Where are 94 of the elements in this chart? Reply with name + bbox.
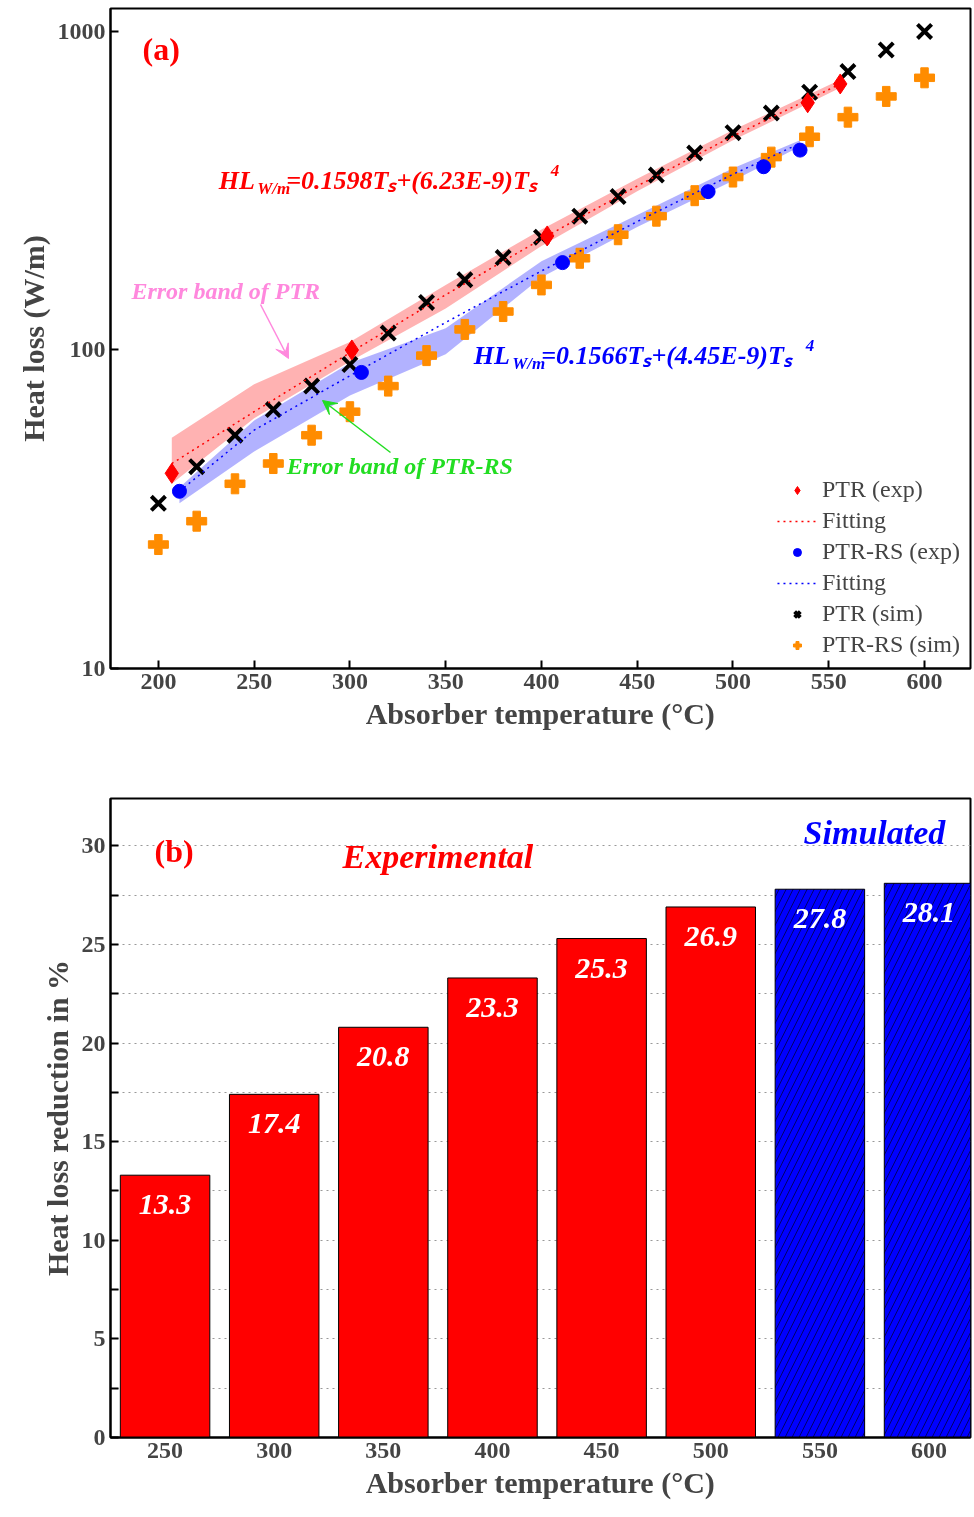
point [570, 207, 589, 226]
x-axis-title: Absorber temperature (°C) [365, 1465, 715, 1500]
x-tick-label: 500 [714, 667, 751, 694]
point [555, 255, 571, 271]
x-tick-label: 400 [474, 1436, 511, 1463]
data-label: 17.4 [247, 1106, 301, 1140]
point [607, 224, 629, 246]
y-tick-label: 0 [93, 1424, 106, 1450]
x-tick-label: 550 [801, 1436, 838, 1463]
y-tick-label: 10 [81, 655, 106, 681]
data-label: 13.3 [138, 1187, 192, 1221]
point [379, 323, 398, 343]
data-label: 25.3 [574, 950, 628, 984]
point [647, 165, 666, 185]
point [800, 83, 819, 102]
x-tick-label: 250 [236, 667, 273, 694]
y-tick-label: 100 [69, 336, 106, 363]
point [454, 318, 476, 340]
legend-label: Fitting [821, 569, 886, 596]
y-tick-label: 30 [81, 832, 106, 859]
x-axis-title: Absorber temperature (°C) [365, 696, 715, 731]
y-tick-label: 1000 [57, 17, 106, 44]
point [756, 159, 772, 175]
point [262, 453, 284, 475]
point [530, 274, 552, 296]
legend-label: PTR (exp) [821, 476, 923, 503]
point [685, 144, 704, 163]
point [339, 401, 361, 423]
point [225, 426, 245, 445]
point [264, 400, 283, 419]
y-axis-title: Heat loss reduction in % [40, 959, 74, 1277]
point [186, 510, 208, 532]
y-tick-label: 20 [81, 1029, 106, 1056]
point [416, 345, 438, 367]
x-tick-label: 400 [523, 667, 560, 694]
x-tick-label: 500 [692, 1436, 729, 1463]
point [700, 184, 716, 200]
data-label: 20.8 [356, 1039, 410, 1073]
point [875, 85, 897, 107]
annotation: Error band of PTR [130, 277, 321, 304]
point [353, 364, 369, 380]
point [609, 187, 628, 206]
point [340, 355, 359, 374]
legend-label: PTR-RS (exp) [821, 538, 960, 565]
point [723, 123, 743, 142]
x-tick-label: 300 [256, 1436, 293, 1463]
point [645, 205, 667, 227]
point [877, 40, 896, 60]
point [799, 126, 821, 148]
y-tick-label: 25 [81, 930, 106, 957]
point [149, 494, 168, 513]
point [915, 22, 934, 41]
x-tick-label: 600 [911, 1436, 948, 1463]
legend-label: PTR (sim) [821, 600, 923, 627]
point [838, 62, 857, 81]
annotation: Error band of PTR-RS [285, 452, 513, 479]
point [837, 106, 859, 128]
x-tick-label: 550 [810, 667, 847, 694]
point [494, 248, 513, 267]
x-tick-label: 250 [147, 1436, 184, 1463]
y-tick-label: 5 [93, 1325, 106, 1352]
data-label: 23.3 [465, 989, 519, 1023]
point [377, 375, 399, 397]
data-label: 26.9 [683, 918, 737, 952]
x-tick-label: 200 [140, 667, 177, 694]
x-tick-label: 300 [331, 667, 368, 694]
legend-label: Fitting [821, 507, 886, 534]
annotation: (a) [142, 30, 180, 67]
point [492, 301, 514, 323]
point [792, 142, 808, 158]
y-tick-label: 15 [81, 1128, 106, 1155]
point [914, 67, 936, 89]
point [301, 424, 323, 446]
point [722, 166, 744, 188]
point [171, 483, 187, 499]
x-tick-label: 600 [906, 667, 943, 694]
y-axis-title: Heat loss (W/m) [16, 235, 51, 442]
point [762, 104, 781, 123]
x-tick-label: 450 [583, 1436, 620, 1463]
point [147, 534, 169, 556]
series-label: Experimental [341, 837, 534, 875]
x-tick-label: 450 [619, 667, 656, 694]
annotation: (b) [154, 832, 194, 869]
series-label: Simulated [803, 814, 947, 852]
point [455, 270, 474, 289]
x-tick-label: 350 [365, 1436, 402, 1463]
y-tick-label: 10 [81, 1226, 106, 1253]
point [187, 457, 206, 476]
point [569, 247, 591, 269]
x-tick-label: 350 [427, 667, 464, 694]
point [302, 377, 321, 396]
legend-label: PTR-RS (sim) [821, 631, 960, 658]
point [224, 473, 246, 495]
point [417, 293, 436, 312]
